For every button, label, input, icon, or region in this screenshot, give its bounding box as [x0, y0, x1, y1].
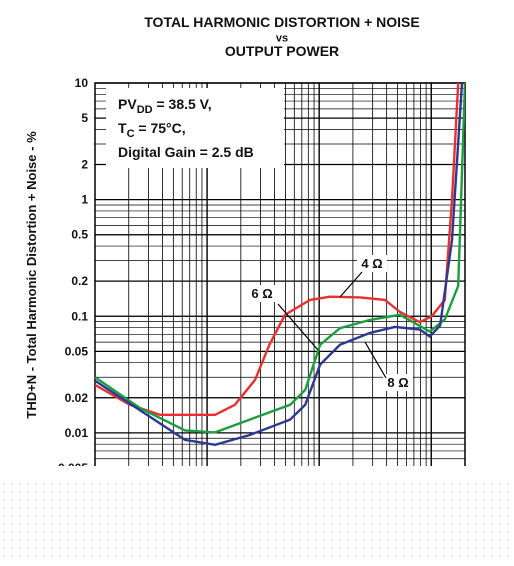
series-line: [95, 83, 460, 416]
y-tick-label: 0.1: [71, 309, 88, 323]
annotation-text: C: [127, 128, 135, 140]
label-arrow: [339, 271, 363, 298]
title-line: vs: [276, 33, 288, 45]
title-line: TOTAL HARMONIC DISTORTION + NOISE: [144, 14, 419, 30]
annotation: PVDD = 38.5 V, TC = 75°C, Digital Gain = 2…: [106, 88, 413, 391]
annotation-text: PV: [118, 96, 137, 112]
series-label: 6 Ω: [251, 286, 272, 301]
series-label: 4 Ω: [361, 256, 382, 271]
cut-off-area: [0, 478, 514, 561]
y-tick-label: 2: [81, 158, 88, 172]
annotation-text: Digital Gain = 2.5 dB: [118, 144, 254, 160]
series-label: 8 Ω: [387, 375, 408, 390]
y-tick-label: 0.5: [71, 228, 88, 242]
annotation-text: T: [118, 120, 127, 136]
annotation-line: PVDD = 38.5 V,: [118, 96, 212, 116]
y-tick-label: 0.01: [65, 426, 89, 440]
series-label-bg: [357, 255, 387, 272]
y-tick-label: 5: [81, 111, 88, 125]
y-tick-label: 1: [81, 193, 88, 207]
annotation-box: [106, 88, 284, 168]
series-line: [95, 83, 464, 447]
y-tick-label: 0.2: [71, 274, 88, 288]
series-label-bg: [383, 374, 413, 391]
annotation-text: DD: [137, 104, 153, 116]
annotation-text: = 38.5 V,: [153, 96, 212, 112]
label-arrow: [277, 303, 319, 351]
title-line: OUTPUT POWER: [225, 43, 339, 59]
plot-lines: [95, 83, 465, 447]
label-arrow: [364, 341, 387, 379]
y-tick-label: 10: [75, 76, 89, 90]
y-axis-label: THD+N - Total Harmonic Distortion + Nois…: [24, 131, 39, 419]
series-label-bg: [247, 285, 277, 302]
annotation-text: = 75°C,: [135, 120, 186, 136]
title: TOTAL HARMONIC DISTORTION + NOISE vsOUTPU…: [144, 14, 419, 59]
grid: 10 5 2 1 0.5 0.2 0.1 0.05 0.02 0.01 0.005: [58, 76, 466, 475]
y-tick-label: 0.02: [65, 391, 89, 405]
y-tick-label: 0.05: [65, 344, 89, 358]
y-tick-label: 0.005: [58, 461, 88, 475]
annotation-line: Digital Gain = 2.5 dB: [118, 144, 254, 160]
annotation-line: TC = 75°C,: [118, 120, 186, 140]
plot-frame: [94, 82, 466, 466]
